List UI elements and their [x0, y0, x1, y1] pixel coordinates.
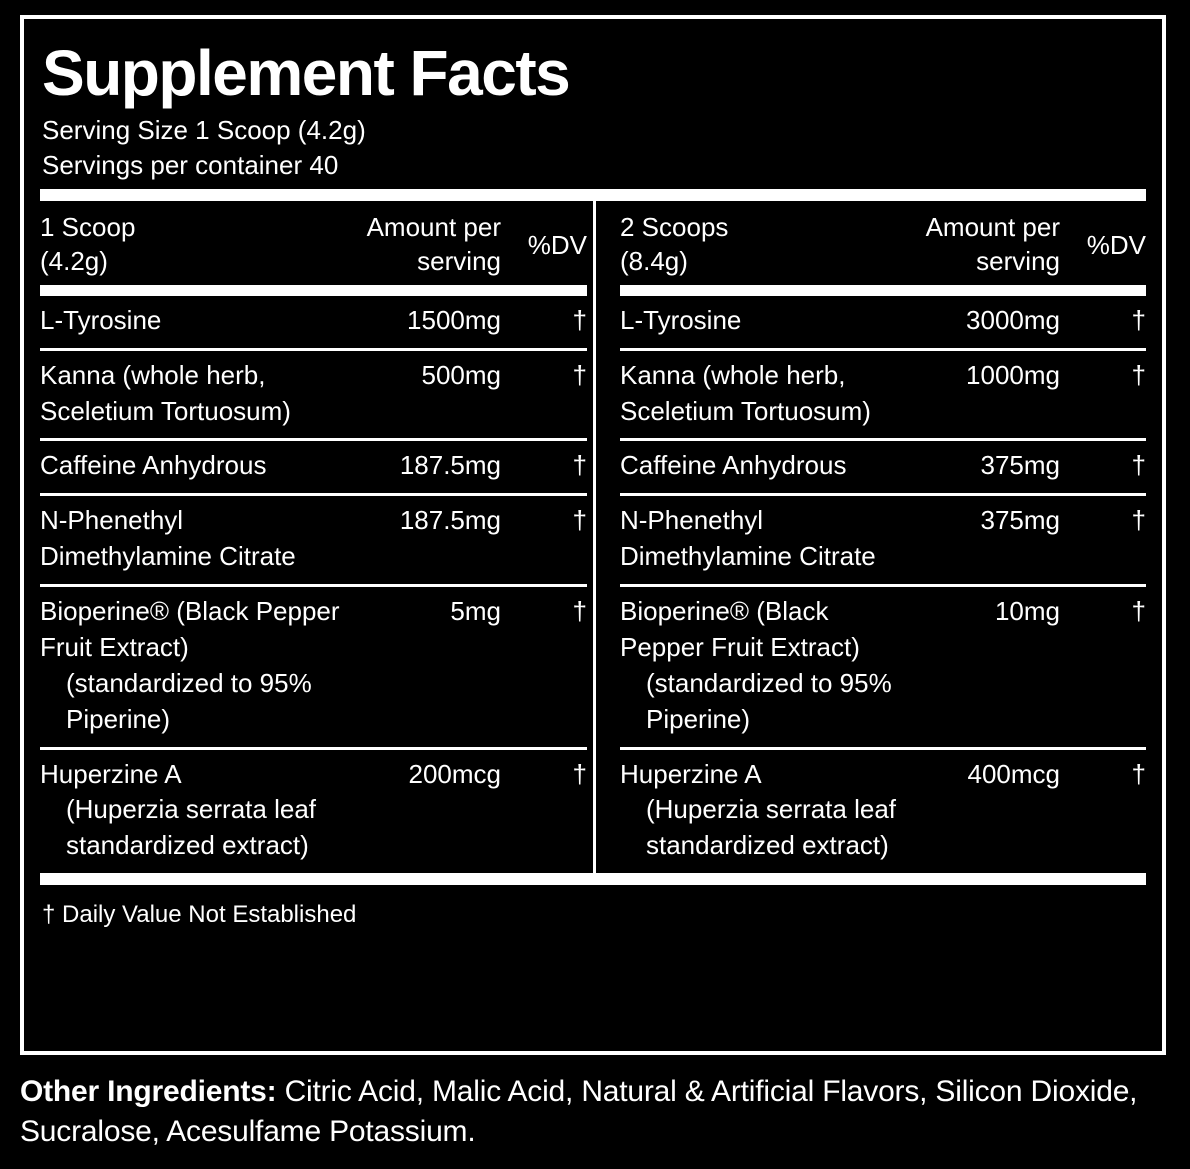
ingredient-dv: † [1131, 596, 1146, 627]
ingredient-name-group: Bioperine® (Black Pepper Fruit Extract) … [40, 594, 351, 738]
ingredient-dv: † [1131, 505, 1146, 536]
table-row: Caffeine Anhydrous 187.5mg † [40, 441, 587, 497]
ingredient-name: Huperzine A [620, 758, 762, 789]
facts-panel: Supplement Facts Serving Size 1 Scoop (4… [20, 15, 1166, 1055]
ingredient-amount: 3000mg [966, 304, 1060, 335]
daily-value-note: † Daily Value Not Established [42, 901, 357, 929]
ingredient-subtext: (standardized to 95% Piperine) [646, 667, 892, 734]
ingredient-name: Bioperine® (Black Pepper Fruit Extract) [620, 596, 860, 662]
ingredient-dv: † [572, 359, 587, 390]
serving-size: Serving Size 1 Scoop (4.2g) [42, 115, 366, 145]
ingredient-name: Caffeine Anhydrous [40, 450, 267, 481]
serving-column-header: 1 Scoop (4.2g) [40, 212, 136, 277]
ingredient-amount: 1000mg [966, 359, 1060, 390]
ingredient-amount: 5mg [450, 596, 501, 627]
rule-header-left [40, 284, 587, 296]
ingredient-amount: 10mg [994, 596, 1060, 627]
amount-column-header: Amount per serving [925, 212, 1060, 277]
table-row: Kanna (whole herb, Sceletium Tortuosum) … [620, 351, 1146, 442]
ingredient-dv: † [572, 304, 587, 335]
ingredient-name: N-Phenethyl Dimethylamine Citrate [40, 505, 296, 572]
ingredient-amount: 375mg [980, 450, 1061, 481]
ingredient-name: Caffeine Anhydrous [620, 450, 847, 481]
ingredient-dv: † [572, 596, 587, 627]
ingredient-name: Huperzine A [40, 758, 182, 789]
servings-per-container: Servings per container 40 [42, 149, 339, 180]
ingredient-amount: 187.5mg [399, 505, 501, 536]
table-row: Caffeine Anhydrous 375mg † [620, 441, 1146, 497]
ingredient-name-group: Huperzine A (Huperzia serrata leaf stand… [40, 757, 351, 865]
ingredient-amount: 500mg [421, 359, 502, 390]
ingredient-subtext: (Huperzia serrata leaf standardized extr… [66, 794, 316, 861]
other-ingredients: Other Ingredients: Citric Acid, Malic Ac… [20, 1072, 1140, 1152]
ingredient-name: L-Tyrosine [620, 304, 742, 335]
table-row: L-Tyrosine 3000mg † [620, 296, 1146, 351]
ingredient-amount: 1500mg [407, 304, 501, 335]
ingredient-dv: † [572, 450, 587, 481]
table-row: Huperzine A (Huperzia serrata leaf stand… [620, 750, 1146, 874]
rule-bottom-thick [40, 873, 1146, 886]
table-row: Bioperine® (Black Pepper Fruit Extract) … [40, 587, 587, 750]
ingredient-name: N-Phenethyl Dimethylamine Citrate [620, 505, 876, 572]
table-row: L-Tyrosine 1500mg † [40, 296, 587, 351]
ingredient-amount: 400mcg [967, 758, 1061, 789]
rule-top-thick [40, 189, 1146, 202]
ingredient-name: L-Tyrosine [40, 304, 162, 335]
column-header-left: 1 Scoop (4.2g) Amount per serving %DV [40, 201, 587, 285]
page-title: Supplement Facts [42, 37, 571, 109]
ingredient-name: Bioperine® (Black Pepper Fruit Extract) [40, 596, 340, 662]
ingredient-dv: † [1131, 304, 1146, 335]
ingredient-rows-left: L-Tyrosine 1500mg † Kanna (whole herb, S… [40, 296, 587, 873]
other-ingredients-label: Other Ingredients: [20, 1075, 277, 1108]
ingredient-subtext: (standardized to 95% Piperine) [66, 667, 312, 734]
ingredient-rows-right: L-Tyrosine 3000mg † Kanna (whole herb, S… [620, 296, 1146, 873]
column-two-scoops: 2 Scoops (8.4g) Amount per serving %DV L… [593, 201, 1146, 874]
ingredient-dv: † [572, 505, 587, 536]
serving-info: Serving Size 1 Scoop (4.2g) Servings per… [40, 113, 1146, 182]
ingredient-name: Kanna (whole herb, Sceletium Tortuosum) [620, 359, 871, 426]
ingredient-dv: † [1131, 758, 1146, 789]
table-row: Bioperine® (Black Pepper Fruit Extract) … [620, 587, 1146, 750]
column-header-right: 2 Scoops (8.4g) Amount per serving %DV [620, 201, 1146, 285]
rule-header-right [620, 284, 1146, 296]
ingredient-name-group: Bioperine® (Black Pepper Fruit Extract) … [620, 594, 910, 738]
other-ingredients-text: Citric Acid, Malic Acid, Natural & Artif… [20, 1075, 1138, 1148]
ingredient-dv: † [572, 758, 587, 789]
table-row: N-Phenethyl Dimethylamine Citrate 375mg … [620, 496, 1146, 588]
ingredient-subtext: (Huperzia serrata leaf standardized extr… [646, 794, 896, 861]
ingredient-name-group: Huperzine A (Huperzia serrata leaf stand… [620, 757, 910, 865]
column-one-scoop: 1 Scoop (4.2g) Amount per serving %DV L-… [40, 201, 593, 873]
table-row: Kanna (whole herb, Sceletium Tortuosum) … [40, 351, 587, 442]
ingredient-name: Kanna (whole herb, Sceletium Tortuosum) [40, 359, 291, 426]
amount-column-header: Amount per serving [366, 212, 501, 277]
serving-column-header: 2 Scoops (8.4g) [620, 212, 729, 277]
table-row: N-Phenethyl Dimethylamine Citrate 187.5m… [40, 496, 587, 588]
ingredients-table: 1 Scoop (4.2g) Amount per serving %DV L-… [40, 201, 1146, 874]
ingredient-amount: 200mcg [408, 758, 502, 789]
ingredient-dv: † [1131, 359, 1146, 390]
ingredient-amount: 187.5mg [399, 450, 501, 481]
ingredient-dv: † [1131, 450, 1146, 481]
table-row: Huperzine A (Huperzia serrata leaf stand… [40, 750, 587, 874]
ingredient-amount: 375mg [980, 505, 1061, 536]
dv-column-header: %DV [1086, 230, 1146, 261]
dv-column-header: %DV [527, 230, 587, 261]
